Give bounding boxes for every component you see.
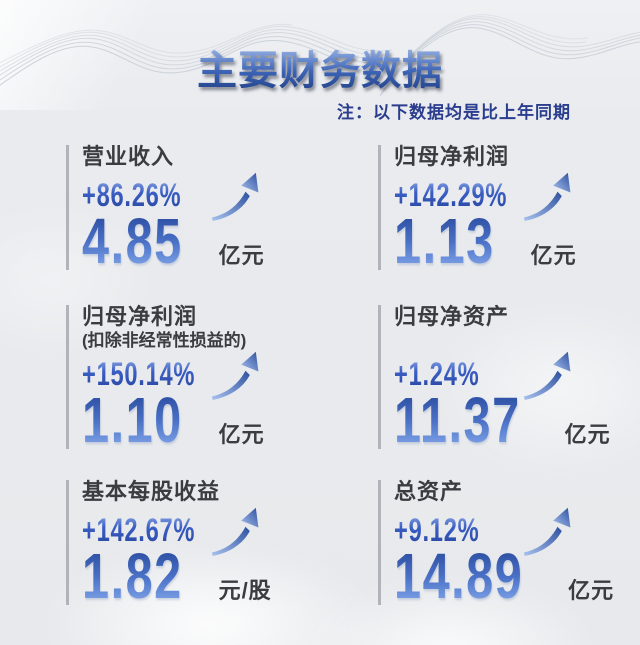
metric-value: 14.89	[394, 540, 524, 612]
metric-value: 1.13	[394, 205, 495, 277]
metric-change-row: +9.12%	[394, 507, 640, 556]
trend-up-arrow-icon	[523, 351, 571, 400]
metric-label: 营业收入	[82, 144, 175, 169]
metric-change-row: +1.24%	[394, 351, 640, 400]
metric-change: +150.14%	[82, 356, 196, 392]
page-title: 主要财务数据	[0, 38, 640, 96]
metric-change: +9.12%	[394, 512, 480, 548]
metric-value: 4.85	[82, 205, 183, 277]
metric-card-net-profit: 归母净利润 +142.29% 1.13 亿元	[378, 144, 640, 277]
metric-card-total-assets: 总资产 +9.12% 14.89 亿元	[378, 479, 640, 612]
metric-card-net-assets: 归母净资产 +1.24% 11.37 亿元	[378, 304, 640, 456]
metric-label: 归母净资产	[394, 304, 510, 329]
metric-unit: 亿元	[568, 578, 615, 603]
metric-label: 基本每股收益	[82, 479, 221, 504]
metric-value-row: 4.85 亿元	[82, 205, 346, 277]
metric-card-operating-revenue: 营业收入 +86.26% 4.85 亿元	[66, 144, 346, 277]
metric-value: 1.82	[82, 540, 183, 612]
topographic-contour-pattern	[0, 14, 640, 97]
metric-value-row: 14.89 亿元	[394, 540, 640, 612]
metric-unit: 亿元	[218, 422, 265, 447]
metric-value: 11.37	[394, 384, 521, 456]
metric-value: 1.10	[82, 384, 183, 456]
light-streak-decoration	[0, 0, 300, 110]
metric-change-row: +142.67%	[82, 507, 346, 556]
metric-label: 总资产	[394, 479, 464, 504]
metric-card-eps: 基本每股收益 +142.67% 1.82 元/股	[66, 479, 346, 612]
metric-change: +1.24%	[394, 356, 480, 392]
metric-sublabel: (扣除非经常性损益的)	[82, 331, 247, 350]
metric-value-row: 1.13 亿元	[394, 205, 640, 277]
metric-value-row: 11.37 亿元	[394, 384, 640, 456]
note-text: 注：以下数据均是比上年同期	[337, 103, 571, 122]
metric-change: +86.26%	[82, 177, 182, 213]
metric-change-row: +86.26%	[82, 172, 346, 221]
metric-change: +142.67%	[82, 512, 196, 548]
metric-card-net-profit-deducted: 归母净利润 (扣除非经常性损益的) +150.14% 1.10 亿元	[66, 304, 346, 456]
trend-up-arrow-icon	[523, 172, 571, 221]
trend-up-arrow-icon	[211, 507, 259, 556]
metric-label: 归母净利润	[394, 144, 510, 169]
trend-up-arrow-icon	[523, 507, 571, 556]
trend-up-arrow-icon	[211, 351, 259, 400]
metric-unit: 亿元	[530, 243, 577, 268]
metric-change-row: +142.29%	[394, 172, 640, 221]
metric-change: +142.29%	[394, 177, 508, 213]
metric-unit: 亿元	[218, 243, 265, 268]
metric-change-row: +150.14%	[82, 351, 346, 400]
metric-label: 归母净利润	[82, 304, 198, 329]
metric-value-row: 1.82 元/股	[82, 540, 346, 612]
metric-unit: 亿元	[564, 422, 611, 447]
metric-value-row: 1.10 亿元	[82, 384, 346, 456]
metric-unit: 元/股	[218, 578, 272, 603]
trend-up-arrow-icon	[211, 172, 259, 221]
